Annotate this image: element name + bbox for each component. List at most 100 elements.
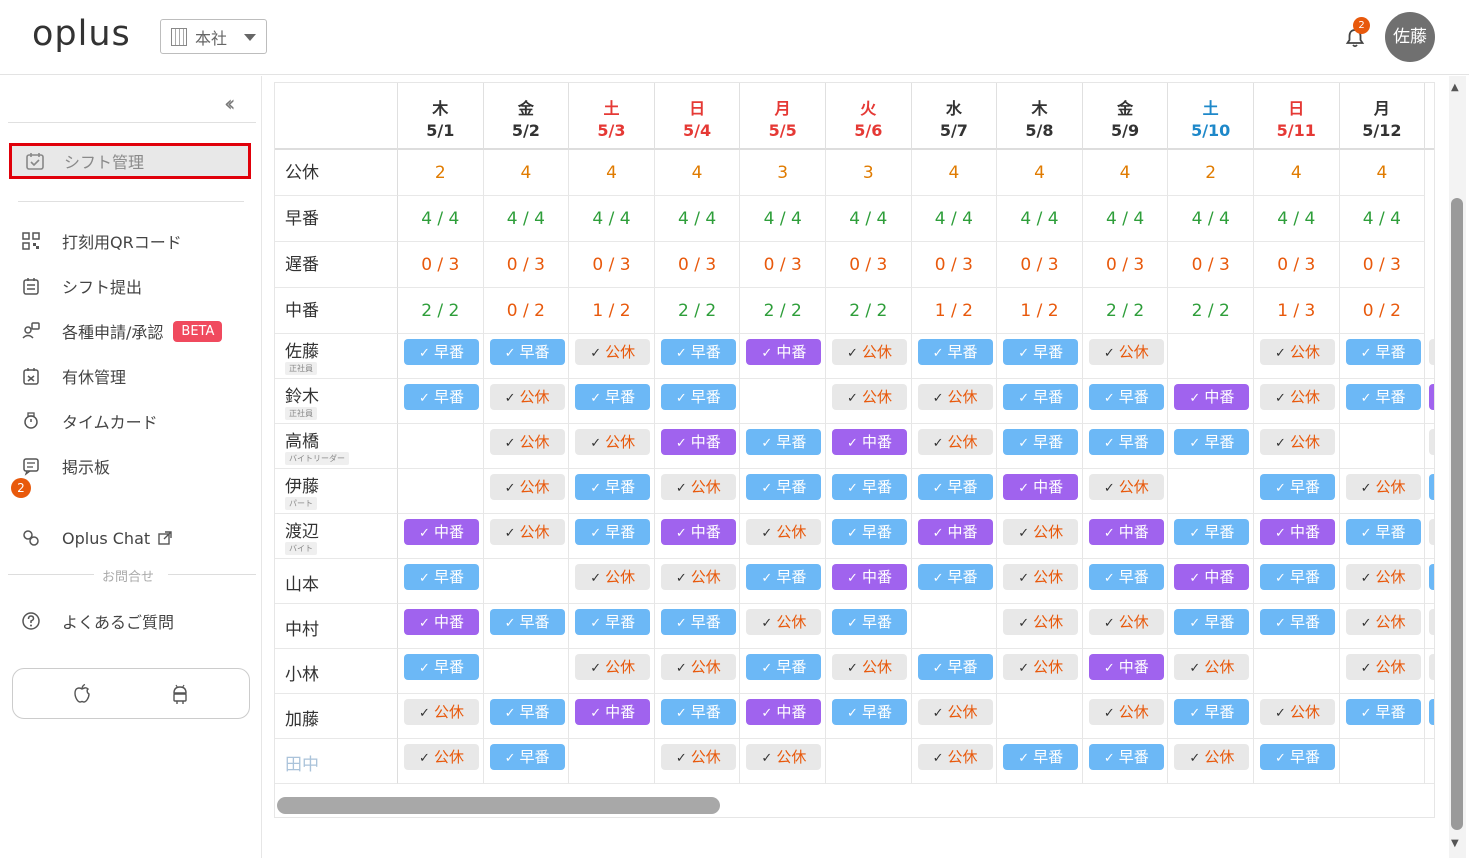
shift-cell[interactable]: ✓ 公休 <box>997 649 1083 694</box>
shift-chip-off[interactable]: ✓ 公休 <box>1260 429 1335 455</box>
shift-cell[interactable]: ✓ 早番 <box>398 559 484 604</box>
shift-cell[interactable]: ✓ 公休 <box>826 649 912 694</box>
shift-chip-early[interactable]: ✓ 早番 <box>917 564 993 590</box>
shift-cell[interactable] <box>1339 424 1426 469</box>
shift-chip-off[interactable]: ✓ 公休 <box>1003 609 1079 635</box>
shift-chip-off[interactable]: ✓ 公休 <box>832 654 907 680</box>
shift-chip-off[interactable]: ✓ 公休 <box>917 384 993 410</box>
shift-chip-early[interactable]: ✓ 早番 <box>832 609 907 635</box>
shift-chip-off[interactable]: ✓ 公休 <box>489 429 565 455</box>
shift-chip-early[interactable]: ✓ 早番 <box>1088 564 1164 590</box>
shift-chip-mid[interactable]: ✓ 中番 <box>660 519 736 545</box>
shift-chip-mid[interactable]: ✓ 中番 <box>832 429 907 455</box>
shift-chip-early[interactable]: ✓ 早番 <box>575 474 651 500</box>
shift-chip-off[interactable]: ✓ 公休 <box>917 744 993 770</box>
shift-chip-early[interactable]: ✓ 早番 <box>1260 474 1335 500</box>
shift-cell[interactable]: ✓ 早番 <box>1082 424 1169 469</box>
shift-chip-early[interactable]: ✓ 早番 <box>832 519 907 545</box>
shift-cell[interactable]: ✓ 公休 <box>569 334 655 379</box>
shift-cell[interactable] <box>483 559 570 604</box>
store-select[interactable]: 本社 <box>160 19 267 54</box>
shift-cell[interactable]: ✓ 公休 <box>911 739 998 784</box>
shift-cell[interactable] <box>398 424 484 469</box>
shift-cell[interactable]: ✓ 早番 <box>1168 424 1254 469</box>
shift-chip-off[interactable]: ✓ 公休 <box>746 609 822 635</box>
shift-chip-early[interactable]: ✓ 早番 <box>404 564 479 590</box>
shift-chip-early[interactable]: ✓ 早番 <box>917 339 993 365</box>
shift-chip-off[interactable]: ✓ 公休 <box>1345 564 1421 590</box>
sidebar-item-chat[interactable]: Oplus Chat <box>20 527 172 549</box>
shift-cell[interactable] <box>911 604 998 649</box>
shift-cell[interactable]: ✓ 公休 <box>654 649 741 694</box>
shift-chip-mid[interactable]: ✓ 中番 <box>1174 384 1250 410</box>
vertical-scrollbar[interactable] <box>1451 198 1463 830</box>
sidebar-item-timecard[interactable]: タイムカード <box>20 409 158 433</box>
staff-name[interactable]: 高橋 <box>285 432 319 452</box>
sidebar-item-qr[interactable]: 打刻用QRコード <box>20 229 182 253</box>
shift-chip-mid[interactable]: ✓ 中番 <box>832 564 907 590</box>
shift-chip-early[interactable]: ✓ 早番 <box>1003 339 1079 365</box>
shift-cell[interactable] <box>826 739 912 784</box>
shift-chip-mid[interactable]: ✓ 中番 <box>1260 519 1335 545</box>
staff-name[interactable]: 中村 <box>285 620 319 640</box>
shift-chip-early[interactable]: ✓ 早番 <box>1088 744 1164 770</box>
shift-cell[interactable]: ✓ 早番 <box>398 334 484 379</box>
shift-chip-early[interactable]: ✓ 早番 <box>660 339 736 365</box>
shift-chip-early[interactable]: ✓ 早番 <box>746 474 822 500</box>
user-avatar[interactable]: 佐藤 <box>1385 12 1435 62</box>
shift-chip-off[interactable]: ✓ 公休 <box>1003 564 1079 590</box>
shift-chip-off[interactable]: ✓ 公休 <box>1088 699 1164 725</box>
shift-cell[interactable]: ✓ 公休 <box>740 739 826 784</box>
shift-chip-mid[interactable]: ✓ 中番 <box>404 609 479 635</box>
apple-icon[interactable] <box>71 683 93 705</box>
shift-chip-early[interactable]: ✓ 早番 <box>660 699 736 725</box>
shift-cell[interactable] <box>997 694 1083 739</box>
scroll-up-icon[interactable]: ▲ <box>1451 82 1459 93</box>
shift-chip-off[interactable]: ✓ 公休 <box>1003 654 1079 680</box>
staff-name[interactable]: 佐藤 <box>285 342 319 362</box>
shift-cell[interactable]: ✓ 中番 <box>1254 514 1340 559</box>
shift-chip-mid[interactable]: ✓ 中番 <box>660 429 736 455</box>
shift-chip-off[interactable]: ✓ 公休 <box>917 699 993 725</box>
shift-cell[interactable]: ✓ 中番 <box>654 514 741 559</box>
shift-cell[interactable]: ✓ 公休 <box>569 559 655 604</box>
shift-chip-off[interactable]: ✓ 公休 <box>1003 519 1079 545</box>
shift-cell[interactable]: ✓ 早番 <box>398 379 484 424</box>
staff-name[interactable]: 田中 <box>285 755 319 775</box>
shift-cell[interactable] <box>740 379 826 424</box>
sidebar-item-paid-leave[interactable]: 有休管理 <box>20 364 126 388</box>
shift-cell[interactable]: ✓ 早番 <box>1254 469 1340 514</box>
shift-cell[interactable]: ✓ 早番 <box>826 514 912 559</box>
shift-chip-mid[interactable]: ✓ 中番 <box>1003 474 1079 500</box>
sidebar-item-shift-management[interactable]: シフト管理 <box>9 143 251 179</box>
shift-cell[interactable] <box>1168 469 1254 514</box>
shift-chip-off[interactable]: ✓ 公休 <box>660 654 736 680</box>
shift-cell[interactable]: ✓ 中番 <box>740 694 826 739</box>
shift-cell[interactable]: ✓ 早番 <box>483 604 570 649</box>
shift-cell[interactable]: ✓ 早番 <box>654 604 741 649</box>
shift-chip-off[interactable]: ✓ 公休 <box>489 519 565 545</box>
shift-chip-early[interactable]: ✓ 早番 <box>660 609 736 635</box>
shift-cell[interactable]: ✓ 公休 <box>569 424 655 469</box>
staff-name[interactable]: 鈴木 <box>285 387 319 407</box>
shift-chip-early[interactable]: ✓ 早番 <box>575 519 651 545</box>
shift-cell[interactable]: ✓ 公休 <box>911 379 998 424</box>
shift-chip-early[interactable]: ✓ 早番 <box>1003 744 1079 770</box>
shift-cell[interactable]: ✓ 早番 <box>654 334 741 379</box>
shift-chip-off[interactable]: ✓ 公休 <box>575 339 651 365</box>
shift-cell[interactable]: ✓ 早番 <box>569 514 655 559</box>
shift-chip-off[interactable]: ✓ 公休 <box>1088 609 1164 635</box>
shift-cell[interactable]: ✓ 公休 <box>997 604 1083 649</box>
shift-chip-off[interactable]: ✓ 公休 <box>1345 474 1421 500</box>
shift-cell[interactable]: ✓ 公休 <box>826 379 912 424</box>
shift-cell[interactable]: ✓ 公休 <box>1339 649 1426 694</box>
scroll-down-icon[interactable]: ▼ <box>1451 838 1459 849</box>
shift-chip-off[interactable]: ✓ 公休 <box>575 564 651 590</box>
shift-cell[interactable]: ✓ 中番 <box>1168 379 1254 424</box>
shift-cell[interactable]: ✓ 早番 <box>569 379 655 424</box>
shift-cell[interactable]: ✓ 中番 <box>740 334 826 379</box>
shift-chip-early[interactable]: ✓ 早番 <box>489 744 565 770</box>
shift-cell[interactable]: ✓ 中番 <box>997 469 1083 514</box>
shift-chip-early[interactable]: ✓ 早番 <box>832 474 907 500</box>
shift-chip-off[interactable]: ✓ 公休 <box>660 474 736 500</box>
